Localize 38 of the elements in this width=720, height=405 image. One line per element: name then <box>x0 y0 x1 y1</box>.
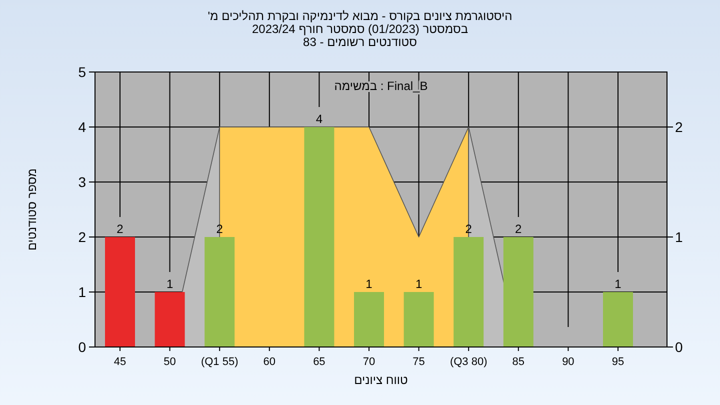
data-label: 4 <box>316 112 323 126</box>
bar <box>154 292 185 347</box>
y2-tick-label: 1 <box>675 229 683 245</box>
data-label: 2 <box>465 222 472 236</box>
data-label: 1 <box>166 277 174 291</box>
data-label: 2 <box>515 222 522 236</box>
chart-subtitle: בסמסטר (01/2023) סמסטר חורף 2023/24 סטודנטים רשומים - 83 <box>252 22 468 49</box>
x-tick-label: 60 <box>263 356 276 368</box>
y-tick-label: 5 <box>78 64 86 80</box>
x-axis-title: טווח ציונים <box>354 373 408 387</box>
x-tick-label: (Q1 55) <box>200 356 238 368</box>
x-tick-label: 75 <box>412 356 425 368</box>
x-tick-label: 45 <box>114 356 126 368</box>
x-tick-label: (Q3 80) <box>450 356 488 368</box>
x-tick-label: 95 <box>612 356 624 368</box>
bar <box>603 292 633 347</box>
data-label: 1 <box>366 277 373 291</box>
chart-title: היסטוגרמת ציונים בקורס - מבוא לדינמיקה ובקרת תהליכים מ' <box>208 9 512 23</box>
data-label: 2 <box>116 222 124 236</box>
y-axis-title: מספר סטודנטים <box>25 168 39 251</box>
x-tick-label: 65 <box>313 356 326 368</box>
y-tick-label: 2 <box>78 229 86 245</box>
x-tick-label: 85 <box>512 356 525 368</box>
y2-tick-label: 2 <box>675 119 683 135</box>
bar <box>105 237 135 347</box>
y-tick-label: 3 <box>78 174 86 190</box>
data-label: 1 <box>415 277 422 291</box>
x-tick-label: 90 <box>562 356 574 368</box>
x-tick-label: 50 <box>164 356 176 368</box>
y-tick-label: 4 <box>78 119 86 135</box>
x-tick-label: 70 <box>362 356 376 368</box>
bar <box>304 127 334 347</box>
bar <box>354 292 384 347</box>
data-label: 1 <box>614 277 622 291</box>
y-tick-label: 0 <box>78 339 86 355</box>
y-tick-label: 1 <box>78 284 86 300</box>
bar <box>404 292 434 347</box>
y2-tick-label: 0 <box>675 339 683 355</box>
